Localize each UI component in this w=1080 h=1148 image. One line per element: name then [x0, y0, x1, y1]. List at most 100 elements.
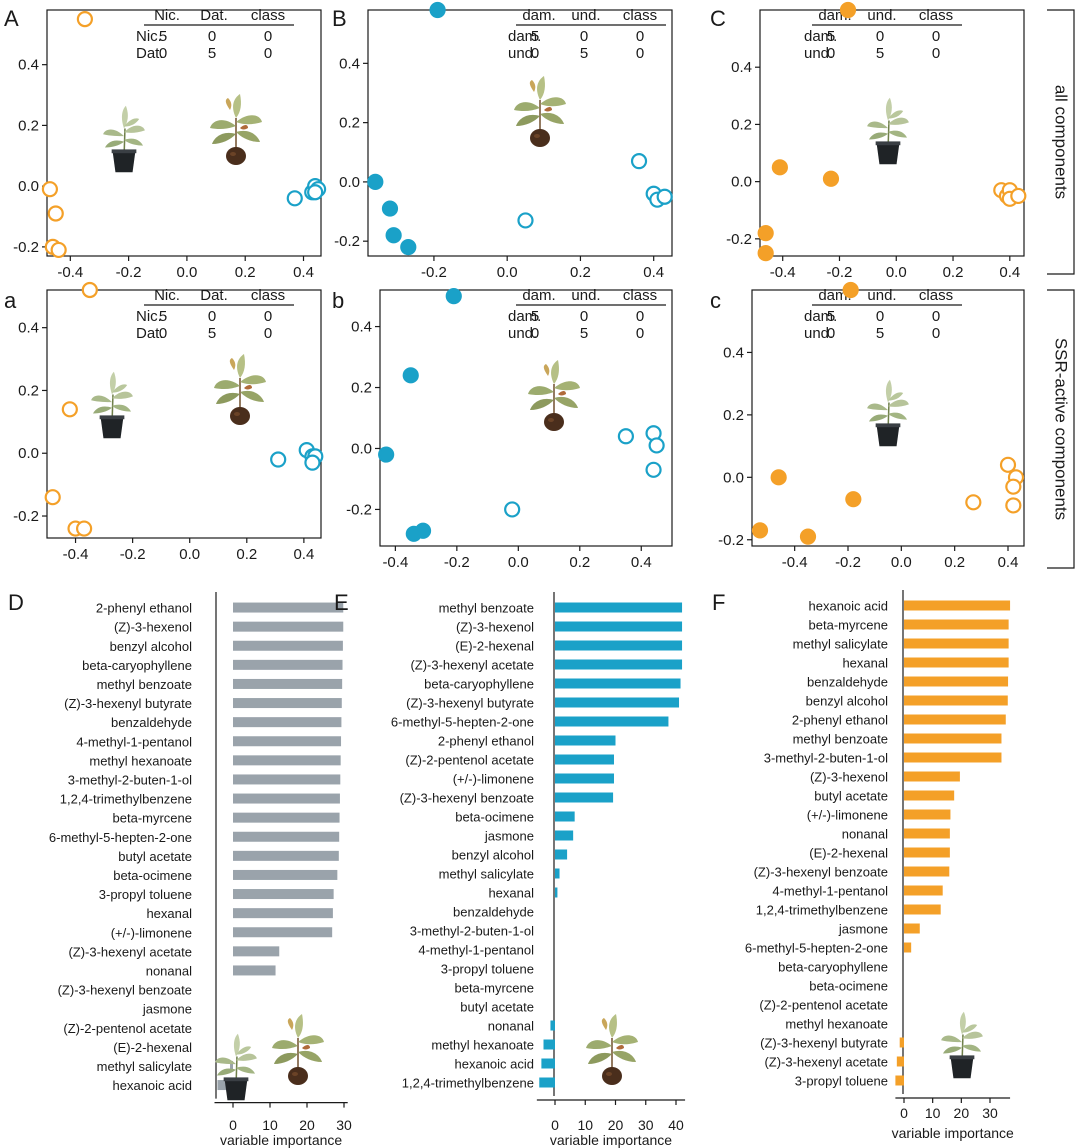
data-point	[381, 200, 399, 217]
confusion-header: class	[251, 287, 285, 304]
bar	[904, 695, 1008, 706]
bar	[555, 830, 574, 841]
category-label: nonanal	[488, 1019, 534, 1034]
bar	[233, 793, 340, 804]
category-label: (Z)-3-hexenyl acetate	[68, 944, 192, 959]
bar	[555, 735, 616, 746]
confusion-cell: 0	[932, 45, 940, 62]
confusion-cell: 0	[827, 45, 835, 62]
panel-letter: c	[710, 288, 721, 313]
bar	[555, 792, 614, 803]
data-point	[799, 528, 817, 545]
category-label: beta-ocimene	[113, 868, 192, 883]
data-point	[517, 212, 534, 229]
bar	[555, 811, 575, 822]
confusion-row-label: Dat.	[136, 45, 164, 62]
category-label: 2-phenyl ethanol	[792, 713, 888, 728]
category-label: nonanal	[146, 963, 192, 978]
row-label-all-components: all components	[1047, 9, 1075, 275]
category-label: (E)-2-hexenal	[455, 639, 534, 654]
data-point	[385, 227, 402, 244]
x-tick-label: -0.2	[835, 554, 861, 571]
bar	[904, 638, 1009, 649]
category-label: (Z)-3-hexenyl acetate	[764, 1055, 888, 1070]
bar	[904, 866, 950, 877]
confusion-row-label: und.	[804, 45, 833, 62]
category-label: (Z)-3-hexenol	[114, 620, 192, 635]
bar	[543, 1039, 555, 1050]
row-label-ssr-components: SSR-active components	[1047, 289, 1075, 569]
x-tick-label: 0.2	[943, 264, 964, 281]
confusion-cell: 0	[159, 45, 167, 62]
category-label: 4-methyl-1-pentanol	[76, 734, 192, 749]
bar	[233, 965, 276, 976]
category-label: benzyl alcohol	[110, 639, 192, 654]
x-tick-label: 30	[336, 1117, 352, 1133]
confusion-row-label: und.	[508, 45, 537, 62]
bar	[904, 847, 950, 858]
panel-letter: A	[4, 6, 19, 31]
bar	[904, 657, 1009, 668]
category-label: methyl salicylate	[793, 637, 888, 652]
bar	[539, 1077, 555, 1088]
bar	[555, 659, 683, 670]
confusion-cell: 5	[531, 28, 539, 45]
confusion-header: Dat.	[200, 287, 228, 304]
data-point	[822, 170, 840, 187]
x-tick-label: 0.2	[569, 554, 590, 571]
category-label: benzyl alcohol	[452, 848, 534, 863]
category-label: (Z)-3-hexenyl benzoate	[400, 791, 534, 806]
category-label: methyl salicylate	[97, 1059, 192, 1074]
bar	[904, 619, 1009, 630]
data-point	[76, 520, 93, 537]
y-tick-label: -0.2	[13, 508, 39, 525]
category-label: beta-myrcene	[113, 811, 192, 826]
y-tick-label: 0.0	[351, 440, 372, 457]
category-label: methyl benzoate	[97, 677, 192, 692]
confusion-row-label: dam.	[508, 308, 541, 325]
data-point	[845, 491, 862, 508]
category-label: hexanoic acid	[809, 599, 889, 614]
x-tick-label: 20	[954, 1105, 970, 1121]
confusion-cell: 0	[827, 325, 835, 342]
confusion-cell: 0	[636, 308, 644, 325]
data-point	[1005, 497, 1022, 514]
data-point	[270, 451, 287, 468]
data-point	[648, 437, 665, 454]
category-label: 1,2,4-trimethylbenzene	[402, 1076, 534, 1091]
x-tick-label: -0.4	[770, 264, 796, 281]
confusion-cell: 0	[264, 45, 272, 62]
confusion-cell: 0	[636, 28, 644, 45]
panel-letter: D	[8, 590, 24, 615]
confusion-header: class	[623, 287, 657, 304]
panel-F: F 0 10 20 30 variable importance hexanoic acid…	[712, 590, 1014, 1141]
category-label: butyl acetate	[814, 789, 888, 804]
data-point	[504, 501, 521, 518]
panel-letter: C	[710, 6, 726, 31]
confusion-cell: 5	[531, 308, 539, 325]
category-label: beta-caryophyllene	[424, 677, 534, 692]
bar	[233, 659, 343, 670]
bar	[899, 1037, 904, 1048]
category-label: hexanal	[146, 906, 192, 921]
bar	[555, 754, 614, 765]
bar	[896, 1056, 904, 1067]
confusion-cell: 5	[159, 28, 167, 45]
bar	[904, 809, 951, 820]
x-tick-label: 0.2	[235, 264, 256, 281]
bar	[555, 716, 669, 727]
x-axis-label: variable importance	[220, 1132, 342, 1148]
bar	[904, 771, 960, 782]
category-label: (Z)-3-hexenol	[456, 620, 534, 635]
data-point	[656, 188, 673, 205]
bar	[904, 714, 1006, 725]
data-point	[1010, 187, 1027, 205]
category-label: 2-phenyl ethanol	[96, 601, 192, 616]
confusion-header: dam.	[522, 287, 555, 304]
data-point	[445, 287, 462, 305]
y-tick-label: 0.4	[18, 57, 39, 74]
data-point	[757, 245, 774, 262]
data-point	[771, 159, 788, 176]
